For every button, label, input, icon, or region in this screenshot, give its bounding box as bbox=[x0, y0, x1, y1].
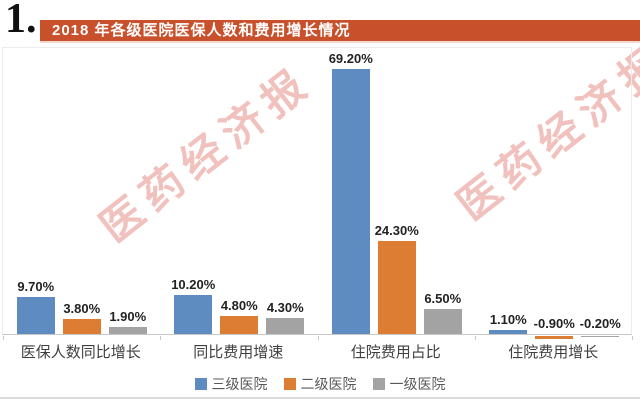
bottom-border-line bbox=[0, 397, 640, 399]
bar-tertiary bbox=[16, 297, 55, 334]
legend-swatch-icon bbox=[283, 378, 296, 390]
data-label: 1.10% bbox=[489, 312, 527, 327]
data-label: 9.70% bbox=[17, 279, 55, 294]
legend-item-tertiary: 三级医院 bbox=[194, 374, 268, 394]
title-underline bbox=[40, 41, 640, 43]
data-label: 4.30% bbox=[266, 300, 304, 315]
legend-label: 二级医院 bbox=[300, 376, 357, 392]
bar-secondary bbox=[62, 319, 101, 334]
legend-swatch-icon bbox=[194, 378, 207, 390]
category-axis: 医保人数同比增长 同比费用增速 住院费用占比 住院费用增长 bbox=[2, 341, 632, 362]
data-label: 4.80% bbox=[220, 298, 258, 313]
data-label: 1.90% bbox=[109, 309, 147, 324]
category-label: 同比费用增速 bbox=[193, 344, 284, 361]
bar-secondary bbox=[377, 241, 416, 334]
bar-primary bbox=[581, 336, 620, 337]
bar-secondary bbox=[220, 316, 259, 334]
chart-title-bar: 2018 年各级医院医保人数和费用增长情况 bbox=[40, 20, 640, 41]
category-label: 住院费用增长 bbox=[508, 344, 599, 361]
chart-title: 2018 年各级医院医保人数和费用增长情况 bbox=[52, 22, 351, 39]
bar-secondary bbox=[535, 336, 574, 339]
category-label: 医保人数同比增长 bbox=[20, 344, 141, 361]
bar-primary bbox=[108, 327, 147, 334]
axis-tick bbox=[3, 336, 4, 340]
chart-legend: 三级医院 二级医院 一级医院 bbox=[0, 374, 640, 394]
axis-tick bbox=[318, 336, 319, 340]
category-label: 住院费用占比 bbox=[350, 344, 441, 361]
bar-tertiary bbox=[489, 330, 528, 334]
legend-swatch-icon bbox=[372, 378, 385, 390]
data-label: 24.30% bbox=[374, 223, 419, 238]
data-label: 69.20% bbox=[328, 51, 373, 66]
axis-tick bbox=[160, 336, 161, 340]
data-label: 10.20% bbox=[171, 277, 216, 292]
legend-item-secondary: 二级医院 bbox=[283, 374, 357, 394]
bar-tertiary bbox=[331, 69, 370, 334]
data-label: -0.20% bbox=[579, 316, 621, 331]
legend-label: 一级医院 bbox=[389, 376, 446, 392]
bar-primary bbox=[266, 318, 305, 334]
legend-label: 三级医院 bbox=[211, 376, 268, 392]
bar-tertiary bbox=[174, 295, 213, 334]
plot-area: 9.70% 3.80% 1.90% 10.20% 4.80% 4.30% 69.… bbox=[2, 47, 633, 340]
data-label: 6.50% bbox=[424, 291, 462, 306]
bar-primary bbox=[423, 309, 462, 334]
figure-number: 1. bbox=[5, 0, 37, 42]
legend-item-primary: 一级医院 bbox=[372, 374, 446, 394]
data-label: 3.80% bbox=[63, 301, 101, 316]
axis-tick bbox=[475, 336, 476, 340]
axis-tick bbox=[632, 336, 633, 340]
data-label: -0.90% bbox=[533, 316, 575, 331]
